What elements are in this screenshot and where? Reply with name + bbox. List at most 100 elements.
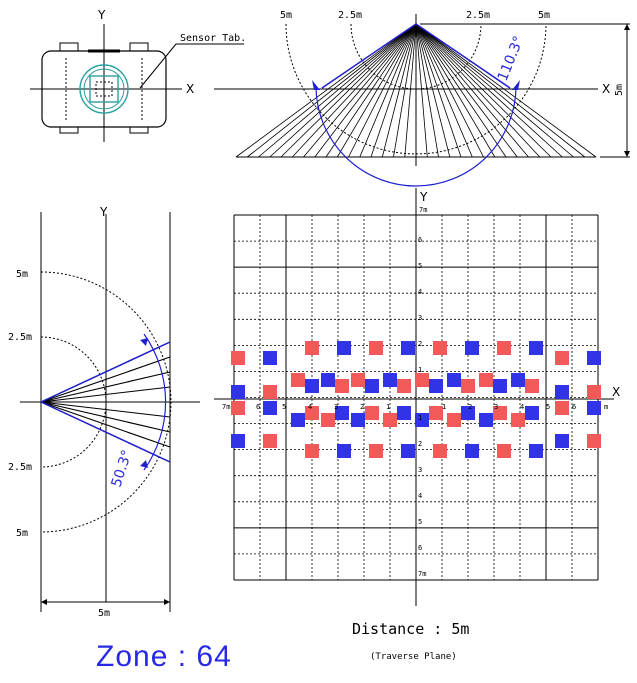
top-ray: [404, 23, 417, 158]
top-fov-angle: 110.3°: [495, 34, 527, 84]
zone-square: [351, 413, 365, 427]
zone-square: [335, 379, 349, 393]
grid-x-tick: 2: [360, 403, 364, 411]
grid-x-tick: 6: [256, 403, 260, 411]
zone-square: [305, 444, 319, 458]
grid-x-tick: 6: [572, 403, 576, 411]
plane-caption: (Traverse Plane): [370, 652, 457, 662]
side-ray: [40, 401, 171, 433]
grid-y-tick: 4: [418, 288, 422, 296]
zone-squares: [231, 341, 601, 458]
zone-count: Zone : 64: [96, 640, 232, 673]
zone-square: [321, 413, 335, 427]
zone-square: [447, 373, 461, 387]
top-ray: [359, 23, 417, 158]
zone-square: [305, 341, 319, 355]
top-ray: [247, 23, 417, 158]
top-ray: [415, 23, 451, 158]
side-ray: [40, 401, 171, 418]
zone-square: [555, 401, 569, 415]
grid-y-unit: 7m: [419, 206, 427, 214]
zone-square: [415, 373, 429, 387]
zone-square: [291, 413, 305, 427]
zone-square: [493, 406, 507, 420]
zone-square: [525, 406, 539, 420]
zone-square: [587, 434, 601, 448]
zone-square: [263, 434, 277, 448]
zone-square: [401, 444, 415, 458]
zone-square: [555, 385, 569, 399]
top-label-5m-right: 5m: [538, 10, 550, 21]
zone-square: [429, 379, 443, 393]
grid-x-unit-left: 7m: [222, 403, 230, 411]
side-label-5m-top: 5m: [16, 269, 28, 280]
grid-y-tick: 2: [418, 440, 422, 448]
zone-square: [429, 406, 443, 420]
top-fov-rays: [235, 23, 597, 158]
grid-y-tick: 2: [418, 340, 422, 348]
top-label-2p5m-left: 2.5m: [338, 10, 362, 21]
zone-square: [365, 379, 379, 393]
zone-square: [231, 351, 245, 365]
side-fov-angle: 50.3°: [109, 448, 136, 489]
grid-x-tick: 1: [442, 403, 446, 411]
grid-x-tick: 3: [334, 403, 338, 411]
zone-square: [433, 341, 447, 355]
zone-square: [479, 373, 493, 387]
zone-square: [587, 351, 601, 365]
top-ray: [415, 23, 428, 158]
side-axis-y: Y: [99, 205, 108, 219]
grid-y-tick: 5: [418, 262, 422, 270]
zone-square: [587, 385, 601, 399]
zone-square: [263, 385, 277, 399]
zone-square: [525, 379, 539, 393]
top-label-5m-left: 5m: [280, 10, 292, 21]
zone-square: [351, 373, 365, 387]
zone-square: [305, 379, 319, 393]
grid-y-tick: 3: [418, 314, 422, 322]
zone-square: [497, 341, 511, 355]
side-width-label: 5m: [98, 608, 110, 619]
zone-square: [461, 379, 475, 393]
side-label-5m-bottom: 5m: [16, 528, 28, 539]
zone-square: [447, 413, 461, 427]
zone-square: [231, 434, 245, 448]
grid-y-tick: 4: [418, 492, 422, 500]
grid-y-tick: 7m: [418, 570, 426, 578]
zone-square: [587, 401, 601, 415]
top-ray: [415, 23, 496, 158]
top-ray: [258, 23, 417, 158]
zone-square: [461, 406, 475, 420]
top-ray: [415, 23, 574, 158]
zone-square: [493, 379, 507, 393]
zone-square: [369, 341, 383, 355]
zone-grid-view: Y 7m X 7m m 6 5 4 3 2 1 1 2 3 4 5 6 7m 6 5 4 3 2 1 1 2 3 4 5 6: [214, 188, 620, 606]
grid-x-tick: 4: [308, 403, 312, 411]
sensor-axis-y: Y: [97, 8, 106, 22]
side-ray: [40, 401, 171, 448]
zone-square: [465, 444, 479, 458]
lens-outer-ring: [79, 64, 129, 114]
sensor-axis-x: X: [186, 82, 194, 96]
top-ray: [370, 23, 417, 158]
top-ray: [415, 23, 473, 158]
grid-x-unit-right: m: [604, 403, 608, 411]
top-ray: [381, 23, 417, 158]
top-height-label: 5m: [614, 84, 625, 96]
sensor-tab-callout: Sensor Tab.: [180, 33, 246, 44]
side-ray: [40, 386, 171, 403]
zone-square: [529, 444, 543, 458]
zone-square: [497, 444, 511, 458]
side-ray: [40, 356, 171, 403]
zone-square: [365, 406, 379, 420]
zone-square: [465, 341, 479, 355]
top-ray: [415, 23, 518, 158]
zone-square: [337, 444, 351, 458]
zone-square: [415, 413, 429, 427]
grid-x-tick: 5: [282, 403, 286, 411]
grid-x-tick: 2: [468, 403, 472, 411]
top-ray: [415, 23, 552, 158]
top-ray: [415, 23, 563, 158]
top-ray: [393, 23, 417, 158]
zone-square: [433, 444, 447, 458]
